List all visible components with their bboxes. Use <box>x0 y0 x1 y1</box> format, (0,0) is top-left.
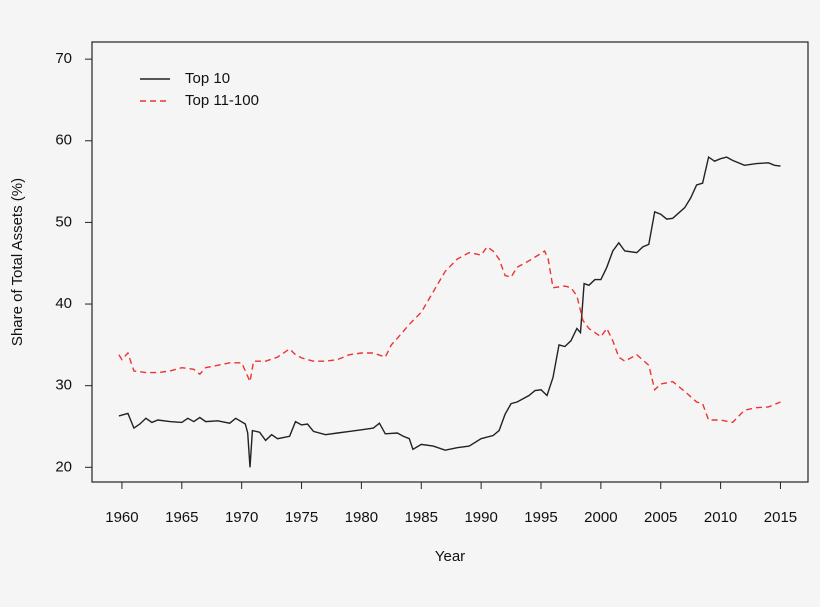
x-tick-label: 1995 <box>524 509 557 526</box>
y-axis-label: Share of Total Assets (%) <box>9 178 26 346</box>
x-tick-label: 1985 <box>405 509 438 526</box>
x-tick-label: 1980 <box>345 509 378 526</box>
x-tick-label: 2005 <box>644 509 677 526</box>
x-tick-label: 2015 <box>764 509 797 526</box>
plot-frame <box>91 41 809 483</box>
x-tick-label: 1970 <box>225 509 258 526</box>
y-tick-label: 30 <box>55 377 72 394</box>
legend-label: Top 10 <box>185 70 230 87</box>
x-tick-label: 1965 <box>165 509 198 526</box>
y-tick-label: 20 <box>55 458 72 475</box>
x-tick-label: 2010 <box>704 509 737 526</box>
x-tick-label: 1990 <box>464 509 497 526</box>
x-tick-label: 1975 <box>285 509 318 526</box>
data-line <box>118 155 781 468</box>
data-line <box>118 245 781 424</box>
x-tick-label: 1960 <box>105 509 138 526</box>
x-axis-label: Year <box>435 548 465 565</box>
x-tick-label: 2000 <box>584 509 617 526</box>
y-tick-label: 60 <box>55 132 72 149</box>
legend-label: Top 11-100 <box>185 92 259 109</box>
y-tick-label: 70 <box>55 50 72 67</box>
y-tick-label: 40 <box>55 295 72 312</box>
y-tick-label: 50 <box>55 213 72 230</box>
